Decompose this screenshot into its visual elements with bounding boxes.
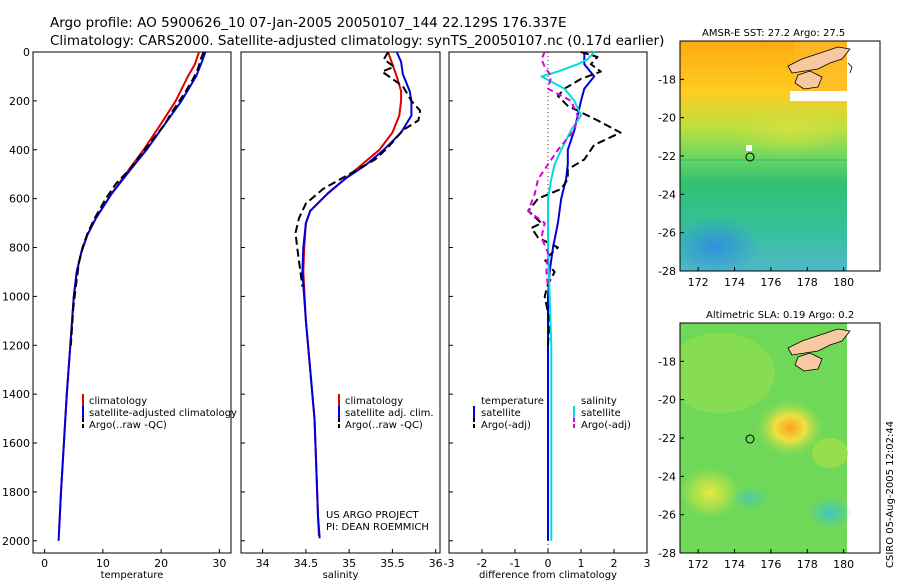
legend-title-temperature: temperature <box>481 396 544 407</box>
x-tick-label: 10 <box>96 557 110 570</box>
x-tick-label: 20 <box>154 557 168 570</box>
x-tick-label: 35.5 <box>380 557 405 570</box>
x-tick-label: 2 <box>611 557 618 570</box>
legend-label-temp-satellite: satellite <box>481 408 521 419</box>
series-line-3 <box>527 51 579 287</box>
legend-title-salinity: salinity <box>581 396 617 407</box>
legend-label-argo: Argo(..raw -QC) <box>345 420 423 431</box>
legend-label-argo: Argo(..raw -QC) <box>89 420 167 431</box>
x-tick-label: 30 <box>212 557 226 570</box>
sst-map-panel: AMSR-E SST: 27.2 Argo: 27.5 172 174 176 178… <box>658 28 881 289</box>
x-tick-label: 34 <box>256 557 270 570</box>
y-tick-label: 800 <box>9 242 30 255</box>
x-tick-label: -2 <box>477 557 488 570</box>
x-tick-label: 0 <box>41 557 48 570</box>
salinity-legend: climatology satellite adj. clim. Argo(..… <box>326 394 434 533</box>
salinity-profile-panel: 34 34.5 35 35.5 36 salinity <box>240 51 443 580</box>
figure-title-line2: Climatology: CARS2000. Satellite-adjuste… <box>50 33 664 49</box>
legend-label-temp-argo: Argo(-adj) <box>481 420 531 431</box>
timestamp-label: CSIRO 05-Aug-2005 12:02:44 <box>885 421 896 568</box>
difference-legend: temperature satellite Argo(-adj) salinit… <box>473 396 631 431</box>
map-y-tick-label: -22 <box>658 150 676 163</box>
legend-label-satellite: satellite adj. clim. <box>345 408 434 419</box>
y-tick-label: 0 <box>23 46 30 59</box>
y-tick-label: 1200 <box>2 339 30 352</box>
map-x-tick-label: 178 <box>797 558 818 571</box>
map-x-tick-label: 176 <box>760 558 781 571</box>
series-line-1 <box>301 51 413 539</box>
map-y-tick-label: -24 <box>658 188 676 201</box>
map-x-tick-label: 180 <box>833 276 854 289</box>
map-x-tick-label: 174 <box>724 276 745 289</box>
map-y-tick-label: -28 <box>658 547 676 560</box>
y-tick-label: 400 <box>9 144 30 157</box>
x-tick-label: -3 <box>444 557 455 570</box>
sla-map-panel: Altimetric SLA: 0.19 Argo: 0.2 172 174 176… <box>658 310 881 571</box>
y-tick-label: 1600 <box>2 437 30 450</box>
map-y-tick-label: -26 <box>658 509 676 522</box>
y-tick-label: 1800 <box>2 486 30 499</box>
figure-title-line1: Argo profile: AO 5900626_10 07-Jan-2005 … <box>50 15 567 31</box>
legend-label-climatology: climatology <box>345 396 403 407</box>
x-axis-label: temperature <box>101 570 164 580</box>
x-tick-label: -1 <box>510 557 521 570</box>
map-y-tick-label: -26 <box>658 227 676 240</box>
difference-profile-panel: -3 -2 -1 0 1 2 3 difference from climatology <box>444 51 651 580</box>
map-x-tick-label: 178 <box>797 276 818 289</box>
map-y-tick-label: -22 <box>658 432 676 445</box>
map-x-tick-label: 176 <box>760 276 781 289</box>
map-y-tick-label: -20 <box>658 394 676 407</box>
x-tick-label: 3 <box>644 557 651 570</box>
legend-label-climatology: climatology <box>89 396 147 407</box>
y-tick-label: 1000 <box>2 290 30 303</box>
y-tick-label: 600 <box>9 193 30 206</box>
map-x-tick-label: 172 <box>688 276 709 289</box>
legend-label-satellite: satellite-adjusted climatology <box>89 408 237 419</box>
series-line-2 <box>294 51 422 287</box>
x-tick-label: 1 <box>578 557 585 570</box>
x-axis-label: salinity <box>323 570 359 580</box>
x-tick-label: 34.5 <box>294 557 319 570</box>
map-x-tick-label: 180 <box>833 558 854 571</box>
map-y-tick-label: -24 <box>658 470 676 483</box>
map-y-tick-label: -18 <box>658 355 676 368</box>
map-y-tick-label: -28 <box>658 265 676 278</box>
series-line-2 <box>540 51 595 541</box>
x-axis-label: difference from climatology <box>479 570 617 580</box>
project-annotation-line2: PI: DEAN ROEMMICH <box>326 522 429 533</box>
sst-map-title: AMSR-E SST: 27.2 Argo: 27.5 <box>702 28 845 39</box>
y-tick-label: 2000 <box>2 535 30 548</box>
map-y-tick-label: -20 <box>658 112 676 125</box>
y-tick-label: 1400 <box>2 388 30 401</box>
temperature-legend: climatology satellite-adjusted climatolo… <box>82 394 237 431</box>
map-x-tick-label: 174 <box>724 558 745 571</box>
x-tick-label: 0 <box>545 557 552 570</box>
map-y-tick-label: -18 <box>658 73 676 86</box>
project-annotation-line1: US ARGO PROJECT <box>326 510 420 521</box>
temperature-profile-panel: 0 10 20 30 0 200 400 600 800 1000 1200 1400 1600 1800… <box>2 46 232 580</box>
plot-frame <box>32 51 232 554</box>
plot-frame <box>240 51 441 554</box>
x-tick-label: 35 <box>342 557 356 570</box>
sla-map-title: Altimetric SLA: 0.19 Argo: 0.2 <box>706 310 854 321</box>
legend-label-sal-argo: Argo(-adj) <box>581 420 631 431</box>
series-line-1 <box>527 51 622 346</box>
legend-label-sal-satellite: satellite <box>581 408 621 419</box>
x-tick-label: 36 <box>429 557 443 570</box>
map-x-tick-label: 172 <box>688 558 709 571</box>
y-tick-label: 200 <box>9 95 30 108</box>
series-line-2 <box>69 51 205 346</box>
